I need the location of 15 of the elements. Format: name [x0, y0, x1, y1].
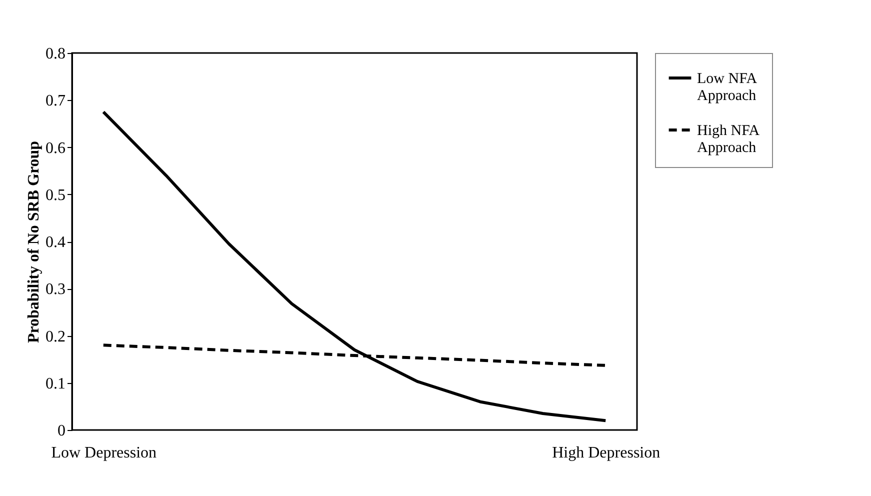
y-axis-title: Probability of No SRB Group — [26, 140, 42, 344]
y-tick-label: 0.1 — [46, 375, 66, 392]
y-tick-label: 0.4 — [46, 234, 66, 251]
x-tick-label: High Depression — [552, 444, 660, 462]
line-series — [102, 110, 608, 422]
y-tick-label: 0.8 — [46, 46, 66, 62]
legend-label: Low NFA Approach — [697, 71, 758, 104]
y-tick-label: 0.2 — [46, 328, 66, 346]
y-tick-label: 0.5 — [46, 186, 66, 204]
y-tick-label: 0.6 — [46, 140, 66, 157]
y-tick-label: 0 — [58, 422, 66, 440]
x-tick-label: Low Depression — [51, 444, 157, 462]
y-tick-label: 0.3 — [46, 281, 66, 298]
y-tick-label: 0.7 — [46, 92, 66, 110]
legend-label: High NFA Approach — [697, 123, 760, 156]
